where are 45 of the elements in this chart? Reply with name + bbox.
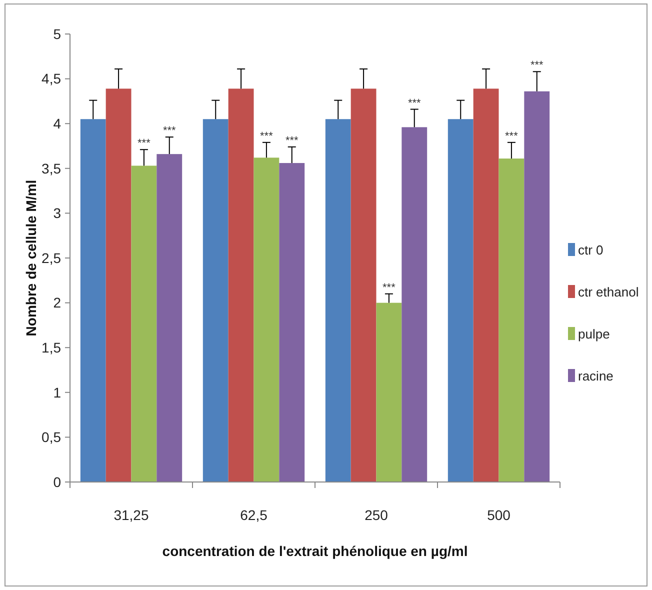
legend-label: ctr 0	[578, 242, 604, 258]
x-tick-label: 31,25	[114, 507, 149, 523]
annotation: ***	[138, 138, 152, 150]
annotation: ***	[162, 125, 177, 138]
bar	[254, 158, 280, 482]
bar	[131, 166, 157, 482]
annotation: ***	[260, 130, 274, 142]
y-tick-label: 0	[53, 474, 62, 490]
bar	[106, 88, 132, 482]
y-tick-label: 3	[53, 205, 62, 222]
y-axis-title: Nombre de cellule M/ml	[23, 180, 39, 336]
y-tick-label: 2,5	[42, 250, 62, 266]
bar	[448, 119, 474, 482]
y-tick-label: 4,5	[42, 70, 62, 87]
bar	[156, 154, 182, 482]
bar	[325, 119, 351, 482]
annotation: ***	[408, 97, 422, 110]
legend-label: pulpe	[578, 326, 610, 342]
legend-label: racine	[578, 368, 614, 384]
y-tick-label: 4	[53, 116, 62, 132]
bar	[228, 88, 254, 482]
y-tick-label: 0,5	[42, 429, 62, 446]
annotation: ***	[505, 130, 519, 142]
x-tick-label: 250	[364, 507, 388, 523]
y-tick-label: 5	[53, 26, 62, 42]
annotation: ***	[285, 134, 300, 147]
bar	[498, 158, 524, 482]
y-tick-label: 1,5	[42, 340, 62, 356]
y-tick-label: 3,5	[42, 160, 62, 176]
x-tick-label: 500	[487, 507, 511, 523]
bar	[350, 88, 376, 482]
x-axis-title: concentration de l'extrait phénolique en µg/ml	[162, 543, 468, 559]
bar	[279, 163, 305, 482]
y-tick-label: 1	[53, 384, 62, 400]
x-tick-label: 62,5	[240, 507, 268, 523]
annotation: ***	[382, 282, 396, 294]
y-tick-label: 2	[53, 294, 62, 311]
bar	[80, 119, 106, 482]
bar	[402, 127, 428, 482]
bar	[524, 91, 550, 482]
legend-label: ctr ethanol	[578, 284, 639, 300]
bar	[376, 302, 402, 482]
bar	[202, 119, 228, 482]
annotation: ***	[530, 60, 544, 72]
bar	[473, 88, 499, 482]
